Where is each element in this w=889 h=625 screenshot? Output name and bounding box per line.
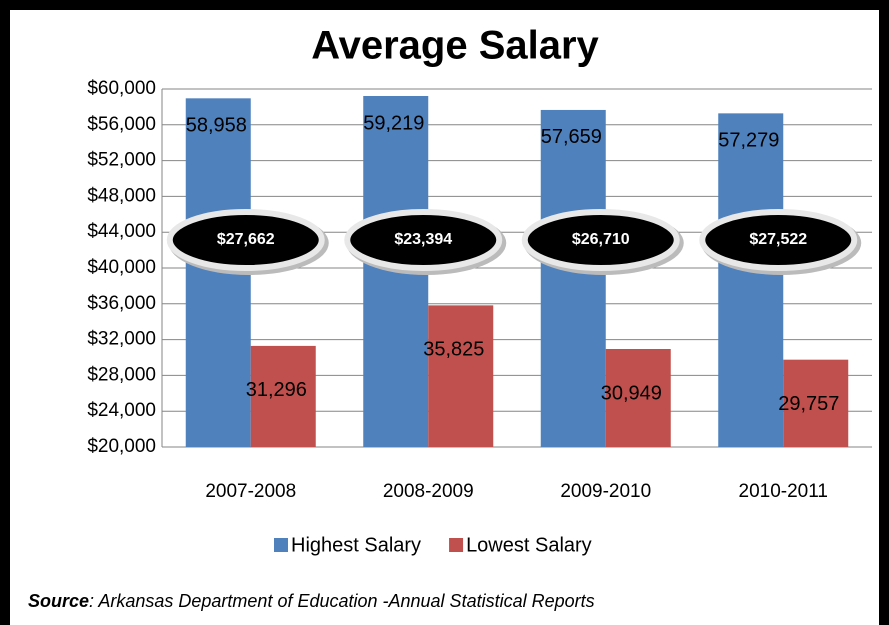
y-tick-label: $32,000 [87, 329, 156, 350]
y-tick-label: $24,000 [87, 400, 156, 421]
data-label: 59,219 [363, 112, 424, 134]
source-text: : Arkansas Department of Education -Annu… [89, 591, 595, 611]
legend-label: Highest Salary [291, 534, 421, 556]
x-tick-label: 2009-2010 [560, 481, 651, 502]
bar [250, 345, 316, 447]
y-tick-label: $60,000 [87, 78, 156, 99]
x-tick-label: 2010-2011 [739, 481, 828, 502]
y-tick-label: $48,000 [87, 185, 156, 206]
source: Source: Arkansas Department of Education… [28, 591, 595, 611]
annotation-oval [521, 209, 680, 271]
chart-title: Average Salary [311, 24, 599, 68]
legend-swatch [449, 538, 464, 552]
y-tick-label: $56,000 [87, 114, 156, 135]
annotation-oval [699, 209, 858, 271]
source-label: Source [28, 591, 89, 611]
x-tick-label: 2007-2008 [205, 481, 296, 502]
y-tick-label: $28,000 [87, 364, 156, 385]
y-tick-label: $36,000 [87, 293, 156, 314]
data-label: 29,757 [778, 393, 839, 415]
annotation: $27,662 [217, 231, 275, 248]
legend-swatch [274, 538, 288, 552]
y-tick-label: $20,000 [87, 436, 156, 457]
data-label: 31,296 [246, 379, 307, 401]
bar [540, 109, 606, 447]
y-tick-label: $40,000 [87, 257, 156, 278]
data-label: 35,825 [423, 339, 484, 361]
annotation: $27,522 [749, 231, 807, 248]
annotation-oval [166, 209, 325, 271]
bar [718, 113, 784, 447]
y-tick-label: $44,000 [87, 221, 156, 242]
bar [428, 305, 494, 447]
annotation-oval [344, 209, 503, 271]
legend-label: Lowest Salary [466, 534, 592, 556]
data-label: 58,958 [186, 115, 247, 137]
data-label: 57,659 [541, 126, 602, 148]
bar [605, 349, 671, 447]
annotation: $26,710 [572, 231, 630, 248]
data-label: 57,279 [718, 130, 779, 152]
x-tick-label: 2008-2009 [383, 481, 474, 502]
data-label: 30,949 [601, 382, 662, 404]
annotation: $23,394 [394, 231, 452, 248]
bar [783, 359, 849, 447]
y-tick-label: $52,000 [87, 150, 156, 171]
